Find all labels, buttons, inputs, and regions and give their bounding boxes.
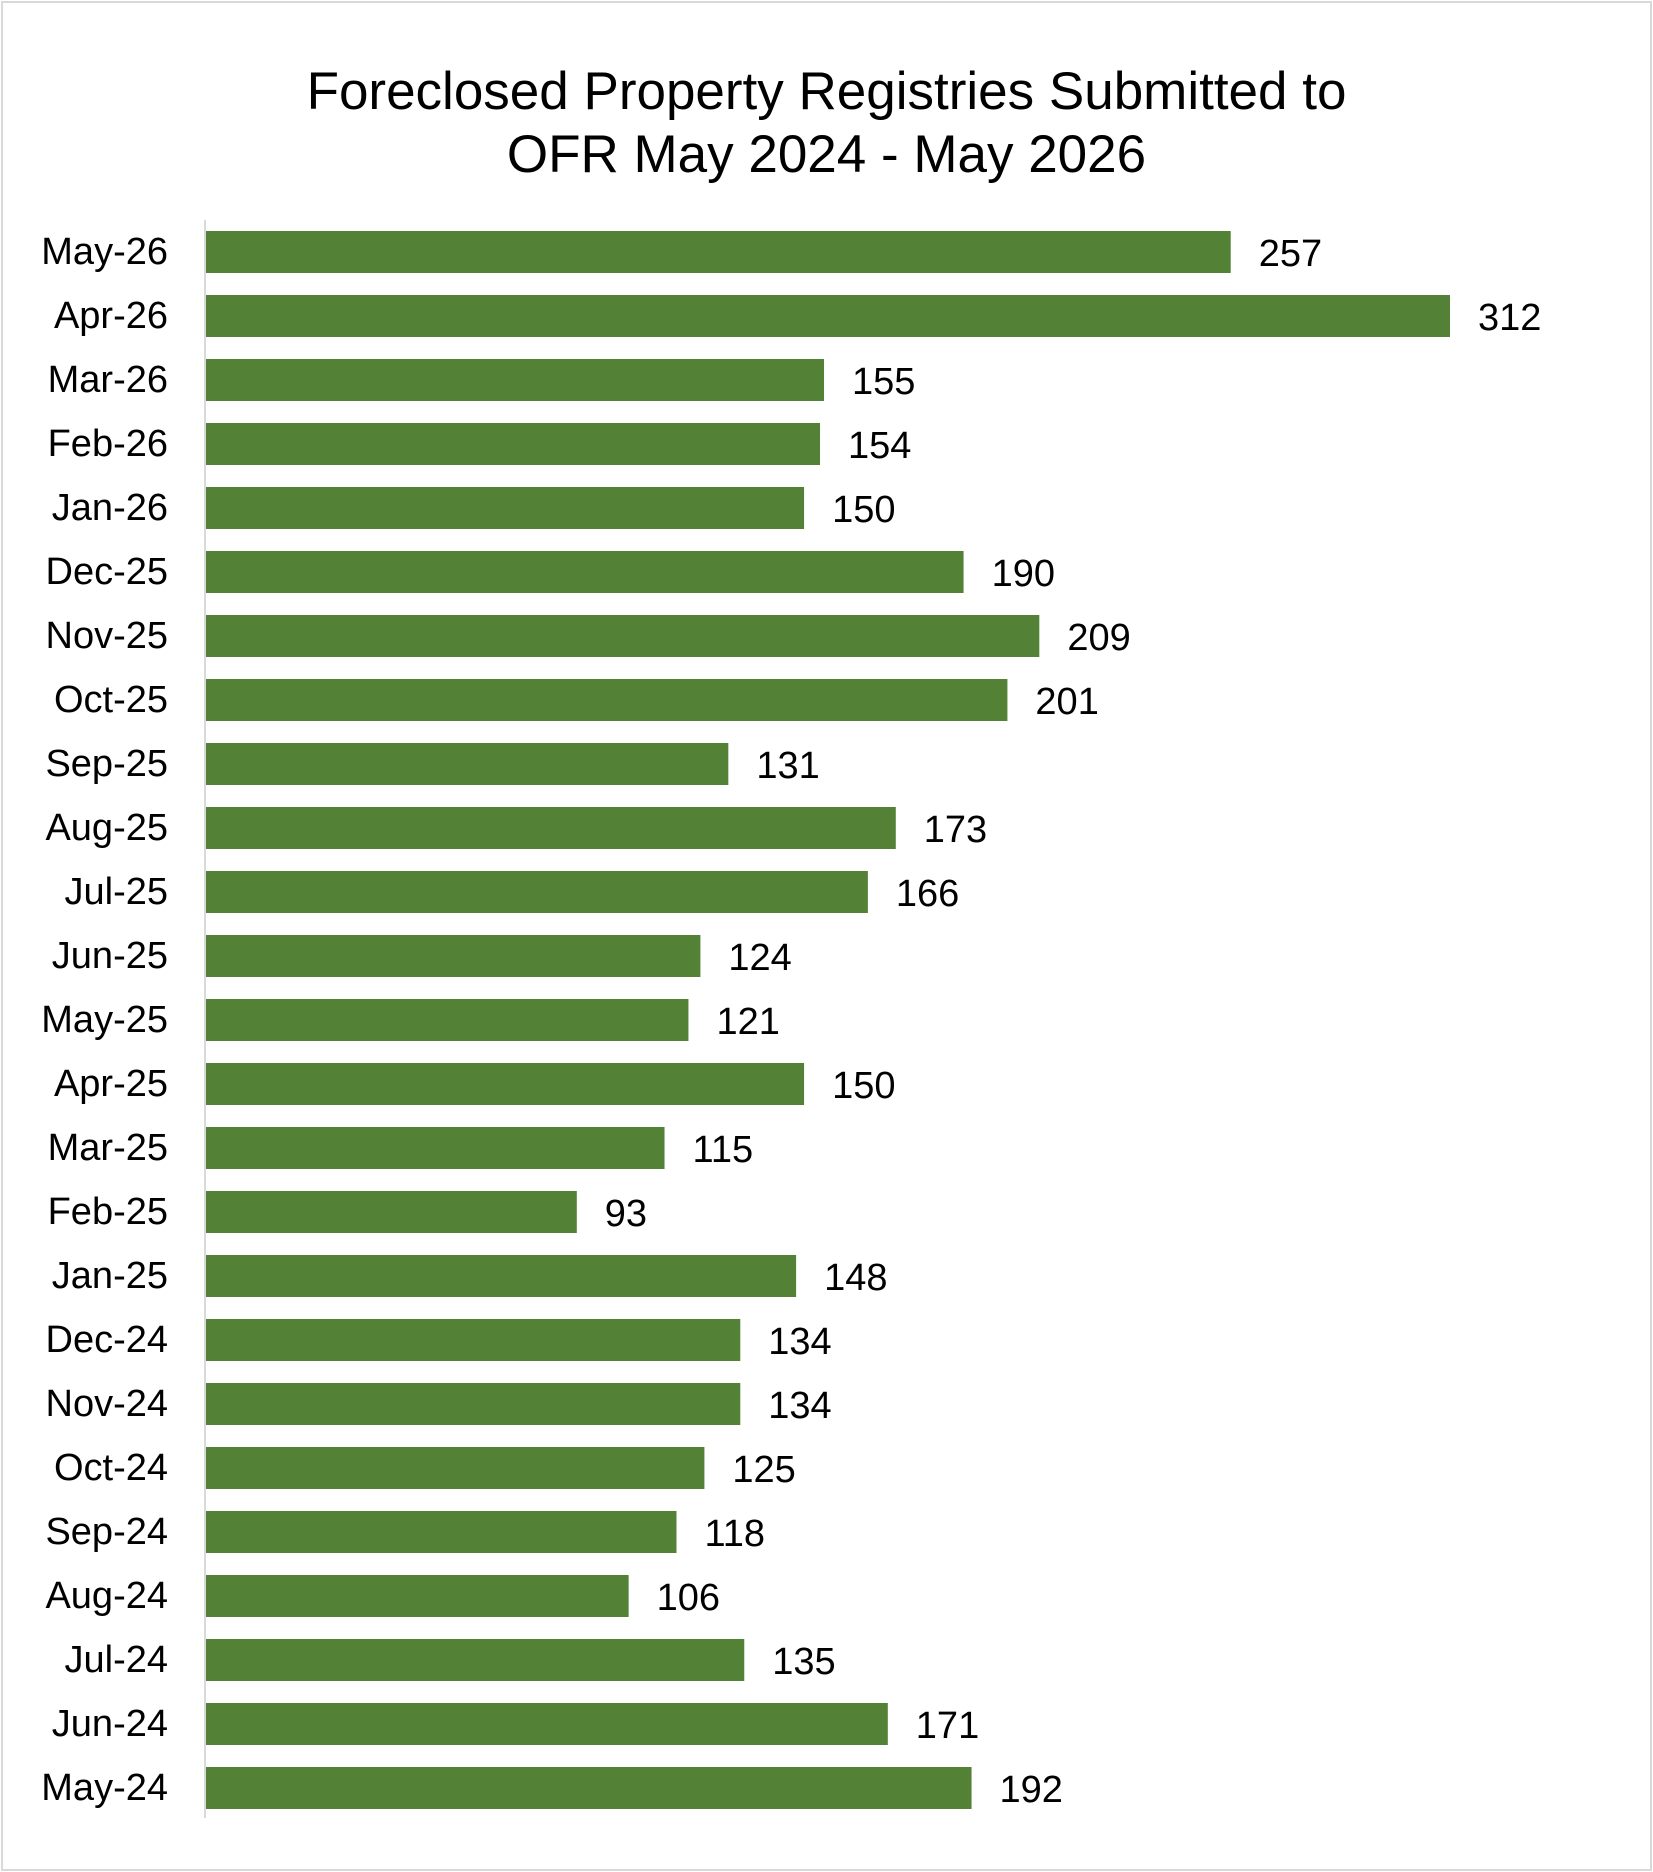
category-label-nov-25: Nov-25	[46, 615, 169, 657]
bar-jan-26	[206, 487, 805, 529]
data-label-aug-24: 106	[657, 1577, 720, 1619]
category-label-dec-25: Dec-25	[46, 551, 169, 593]
category-label-oct-25: Oct-25	[54, 679, 168, 721]
bar-aug-24	[206, 1575, 629, 1617]
bar-apr-26	[206, 295, 1450, 337]
data-label-nov-25: 209	[1067, 617, 1130, 659]
data-label-jan-26: 150	[832, 489, 895, 531]
category-label-dec-24: Dec-24	[46, 1319, 169, 1361]
data-label-apr-25: 150	[832, 1065, 895, 1107]
data-label-oct-25: 201	[1035, 681, 1098, 723]
bar-oct-24	[206, 1447, 705, 1489]
data-label-mar-25: 115	[693, 1129, 754, 1171]
bar-dec-25	[206, 551, 964, 593]
data-label-jul-25: 166	[896, 873, 959, 915]
bar-jun-25	[206, 935, 701, 977]
category-label-jul-24: Jul-24	[65, 1639, 169, 1681]
category-label-jun-24: Jun-24	[52, 1703, 168, 1745]
category-label-may-26: May-26	[41, 231, 168, 273]
data-label-jul-24: 135	[772, 1641, 835, 1683]
chart-title-line-2: OFR May 2024 - May 2026	[506, 125, 1147, 184]
bar-may-26	[206, 231, 1231, 273]
category-labels: May-26 Apr-26 Mar-26 Feb-26 Jan-26 Dec-25 Nov-…	[41, 231, 168, 1809]
category-label-mar-26: Mar-26	[48, 359, 168, 401]
chart-title: Foreclosed Property Registries Submitted…	[0, 60, 1653, 186]
bar-feb-26	[206, 423, 821, 465]
category-label-aug-24: Aug-24	[45, 1575, 168, 1617]
data-label-may-26: 257	[1259, 233, 1322, 275]
bar-jul-24	[206, 1639, 745, 1681]
bar-feb-25	[206, 1191, 577, 1233]
data-label-jun-24: 171	[916, 1705, 979, 1747]
chart-title-line-1: Foreclosed Property Registries Submitted…	[306, 62, 1347, 121]
bar-nov-25	[206, 615, 1040, 657]
data-label-jan-25: 148	[824, 1257, 887, 1299]
category-label-sep-24: Sep-24	[45, 1511, 168, 1553]
data-label-feb-25: 93	[605, 1193, 647, 1235]
bar-dec-24	[206, 1319, 741, 1361]
bar-mar-25	[206, 1127, 665, 1169]
category-label-feb-25: Feb-25	[48, 1191, 168, 1233]
category-label-jul-25: Jul-25	[65, 871, 169, 913]
category-label-mar-25: Mar-25	[48, 1127, 168, 1169]
bar-series	[206, 231, 1450, 1809]
category-label-aug-25: Aug-25	[45, 807, 168, 849]
data-labels: 257 312 155 154 150 190 209 201 131 173 166 124 121 1…	[605, 233, 1542, 1811]
category-label-nov-24: Nov-24	[46, 1383, 169, 1425]
data-label-may-24: 192	[1000, 1769, 1063, 1811]
data-label-may-25: 121	[716, 1001, 779, 1043]
bar-may-24	[206, 1767, 972, 1809]
bar-jul-25	[206, 871, 868, 913]
data-label-oct-24: 125	[732, 1449, 795, 1491]
data-label-feb-26: 154	[848, 425, 911, 467]
category-label-apr-26: Apr-26	[54, 295, 168, 337]
category-label-oct-24: Oct-24	[54, 1447, 168, 1489]
data-label-sep-24: 118	[704, 1513, 765, 1555]
category-label-may-25: May-25	[41, 999, 168, 1041]
bar-sep-24	[206, 1511, 677, 1553]
data-label-mar-26: 155	[852, 361, 915, 403]
bar-may-25	[206, 999, 689, 1041]
category-label-apr-25: Apr-25	[54, 1063, 168, 1105]
category-label-jun-25: Jun-25	[52, 935, 168, 977]
bar-sep-25	[206, 743, 729, 785]
category-label-sep-25: Sep-25	[45, 743, 168, 785]
bar-mar-26	[206, 359, 825, 401]
data-label-apr-26: 312	[1478, 297, 1541, 339]
data-label-dec-24: 134	[768, 1321, 831, 1363]
bar-oct-25	[206, 679, 1008, 721]
bar-aug-25	[206, 807, 896, 849]
category-label-jan-26: Jan-26	[52, 487, 168, 529]
bar-jan-25	[206, 1255, 797, 1297]
data-label-sep-25: 131	[756, 745, 819, 787]
bar-nov-24	[206, 1383, 741, 1425]
bar-jun-24	[206, 1703, 888, 1745]
category-label-jan-25: Jan-25	[52, 1255, 168, 1297]
data-label-jun-25: 124	[728, 937, 791, 979]
data-label-nov-24: 134	[768, 1385, 831, 1427]
category-label-may-24: May-24	[41, 1767, 168, 1809]
data-label-aug-25: 173	[924, 809, 987, 851]
data-label-dec-25: 190	[992, 553, 1055, 595]
category-label-feb-26: Feb-26	[48, 423, 168, 465]
bar-apr-25	[206, 1063, 805, 1105]
